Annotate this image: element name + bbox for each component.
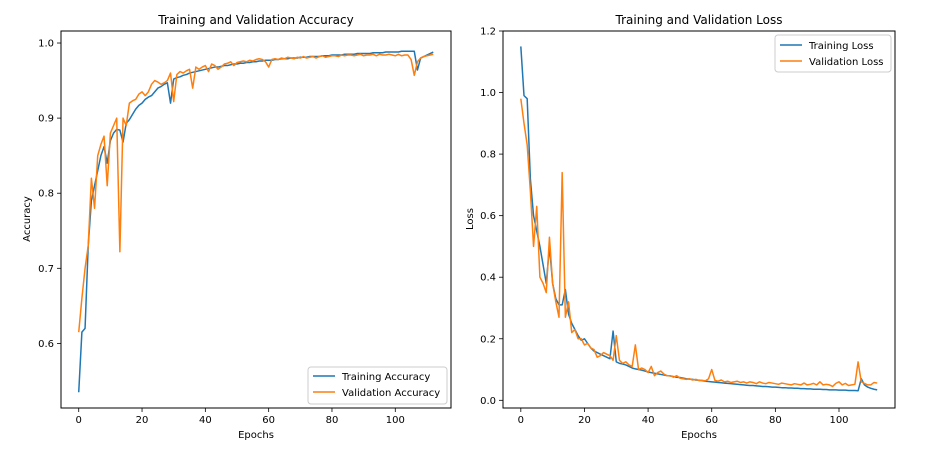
x-tick-label: 80 xyxy=(769,415,782,426)
accuracy-chart: Training and Validation Accuracy Epochs … xyxy=(22,13,452,441)
series-line-validation-loss xyxy=(520,98,878,388)
legend: Training Loss Validation Loss xyxy=(774,34,892,73)
y-tick-label: 1.2 xyxy=(480,27,496,38)
plot-frame xyxy=(60,30,452,409)
y-tick-label: 0.6 xyxy=(480,211,496,222)
legend-label-training-loss: Training Loss xyxy=(808,41,874,52)
legend-box xyxy=(307,366,448,405)
y-axis-label: Loss xyxy=(465,208,476,230)
x-tick-label: 20 xyxy=(136,415,149,426)
series-line-training-accuracy xyxy=(77,50,434,393)
chart-title: Training and Validation Loss xyxy=(615,13,783,27)
y-tick-label: 0.8 xyxy=(480,150,496,161)
loss-chart: Training and Validation Loss Epochs Loss… xyxy=(465,13,896,441)
y-tick-label: 0.0 xyxy=(480,396,496,407)
x-tick-label: 60 xyxy=(705,415,718,426)
x-tick-label: 40 xyxy=(642,415,655,426)
y-tick-label: 0.4 xyxy=(480,273,496,284)
legend: Training Accuracy Validation Accuracy xyxy=(307,366,448,405)
chart-title: Training and Validation Accuracy xyxy=(157,13,353,27)
x-tick-label: 80 xyxy=(326,415,339,426)
x-tick-label: 40 xyxy=(199,415,212,426)
y-tick-label: 0.7 xyxy=(38,264,54,275)
x-tick-label: 20 xyxy=(578,415,591,426)
legend-label-training-accuracy: Training Accuracy xyxy=(341,372,430,383)
x-tick-label: 60 xyxy=(262,415,275,426)
y-tick-label: 0.9 xyxy=(38,114,54,125)
x-tick-label: 0 xyxy=(76,415,82,426)
legend-label-validation-loss: Validation Loss xyxy=(809,57,884,68)
plot-frame xyxy=(502,30,896,409)
y-tick-label: 0.6 xyxy=(38,339,54,350)
y-tick-label: 0.2 xyxy=(480,334,496,345)
y-tick-label: 0.8 xyxy=(38,189,54,200)
y-axis-label: Accuracy xyxy=(22,196,33,242)
y-tick-label: 1.0 xyxy=(480,88,496,99)
series-line-training-loss xyxy=(520,46,878,392)
x-axis-label: Epochs xyxy=(238,430,274,441)
x-axis-label: Epochs xyxy=(681,430,717,441)
legend-label-validation-accuracy: Validation Accuracy xyxy=(342,388,440,399)
legend-box xyxy=(774,34,892,73)
x-tick-label: 0 xyxy=(518,415,524,426)
series-line-validation-accuracy xyxy=(77,53,434,333)
x-tick-label: 100 xyxy=(386,415,405,426)
x-tick-label: 100 xyxy=(829,415,848,426)
y-tick-label: 1.0 xyxy=(38,39,54,50)
